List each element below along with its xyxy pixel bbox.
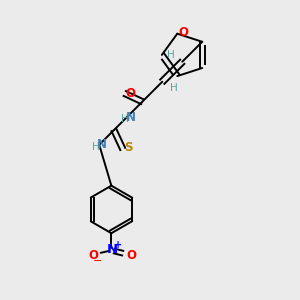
Text: H: H — [170, 83, 178, 93]
Text: O: O — [88, 249, 98, 262]
Text: H: H — [167, 50, 175, 60]
Text: S: S — [124, 141, 132, 154]
Text: N: N — [106, 243, 118, 256]
Text: N: N — [97, 138, 107, 151]
Text: O: O — [125, 87, 135, 100]
Text: −: − — [92, 256, 102, 266]
Text: O: O — [179, 26, 189, 39]
Text: H: H — [122, 114, 129, 124]
Text: N: N — [126, 111, 136, 124]
Text: O: O — [127, 249, 136, 262]
Text: H: H — [92, 142, 100, 152]
Text: +: + — [114, 239, 123, 250]
